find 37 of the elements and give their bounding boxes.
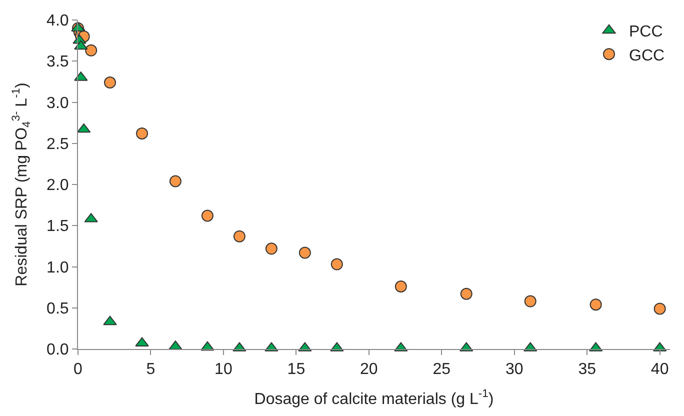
point [298,246,311,259]
x-axis-title: Dosage of calcite materials (g L$^{-1}$) [254,388,494,408]
legend-label: PCC [629,24,663,41]
point [85,44,98,56]
point [103,316,117,326]
point [201,210,214,222]
point [654,302,666,315]
point [265,242,278,255]
y-tick-label: 4.0 [46,12,69,30]
y-tick-label: 1.0 [46,259,69,276]
point [136,128,148,140]
x-tick-label: 30 [505,361,524,378]
point [330,258,343,270]
point [233,230,246,242]
point [590,298,602,311]
x-tick-label: 15 [287,361,306,378]
y-tick-label: 1.5 [46,218,69,236]
x-tick-label: 40 [650,361,669,378]
x-tick-label: 0 [74,361,83,378]
point [169,175,182,188]
x-tick-label: 5 [146,361,156,378]
y-tick-label: 2.0 [46,177,69,194]
y-tick-label: 3.0 [46,94,69,112]
point [104,76,116,89]
point [460,288,472,300]
x-tick-label: 20 [360,361,378,378]
legend-label: GCC [629,47,665,64]
y-tick-label: 2.5 [46,136,69,153]
x-tick-label: 10 [214,361,232,378]
x-tick-label: 35 [578,361,596,378]
point [524,295,536,308]
point [74,40,88,50]
y-tick-label: 0.5 [46,300,69,318]
point [394,280,407,292]
y-tick-label: 3.5 [46,54,69,71]
y-tick-label: 0.0 [46,342,69,359]
x-tick-label: 25 [432,361,451,378]
